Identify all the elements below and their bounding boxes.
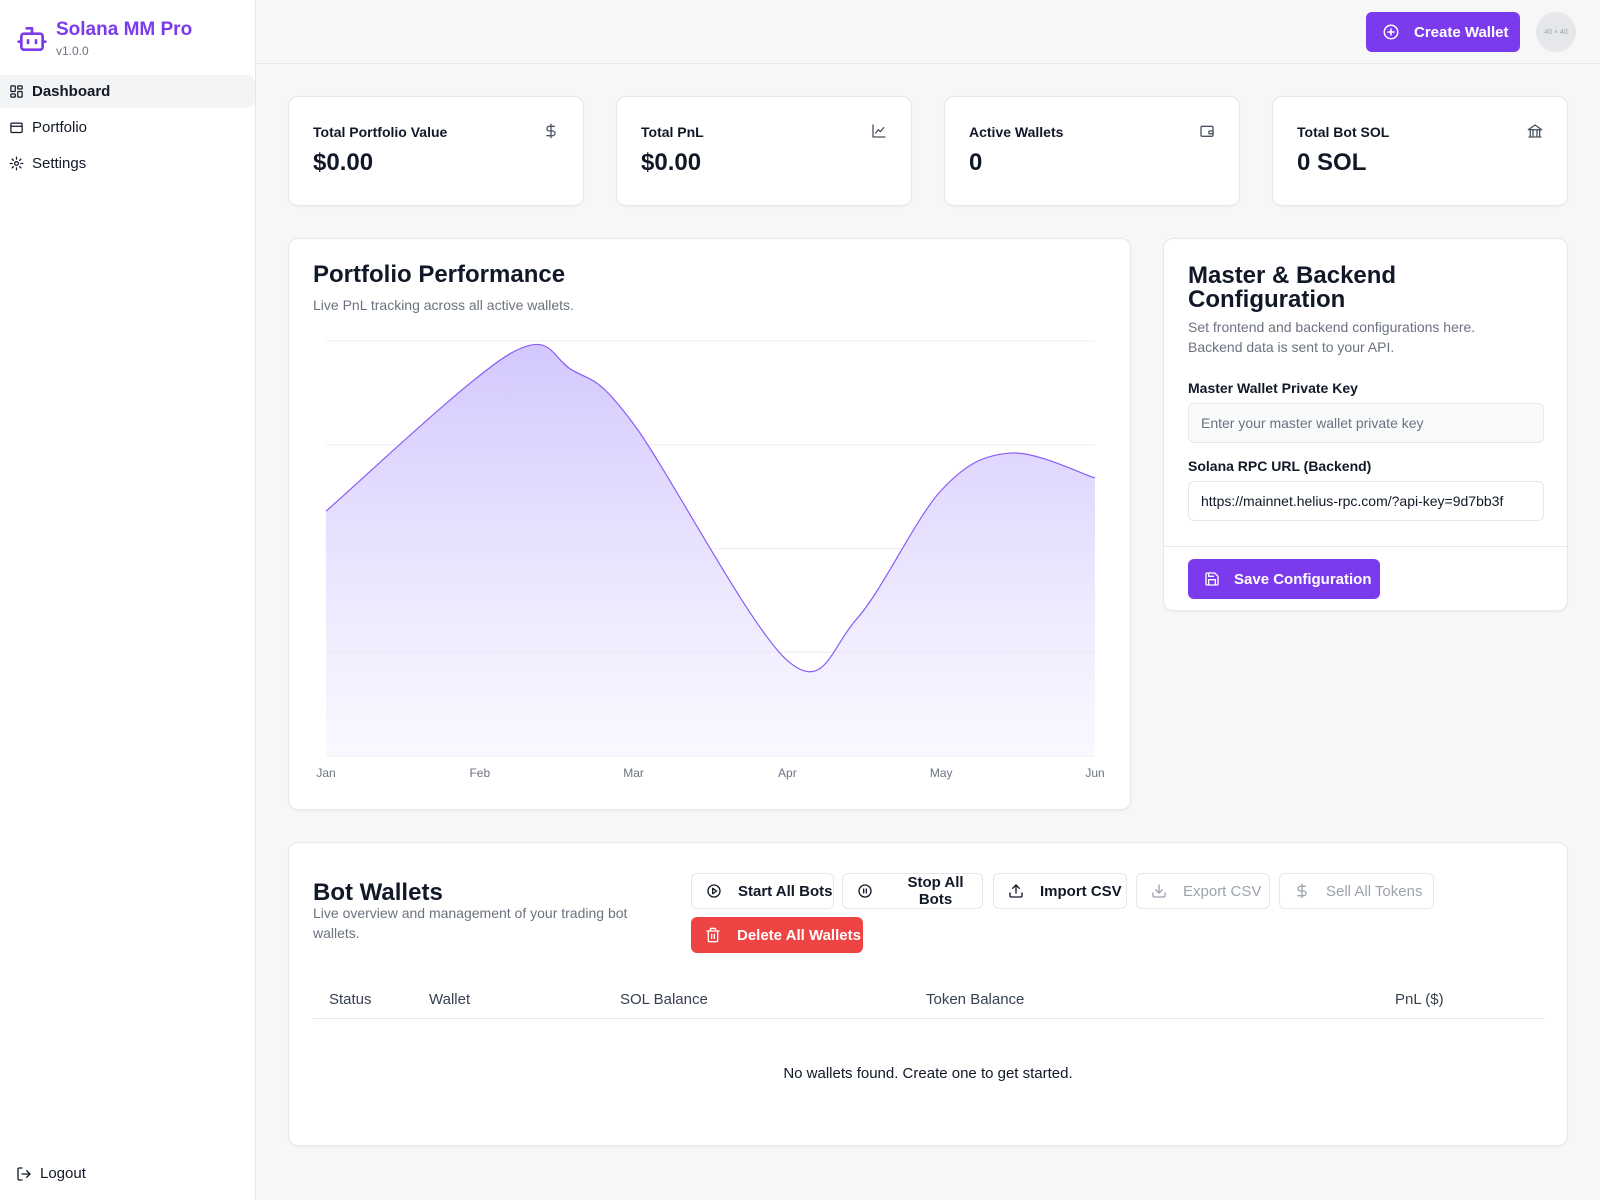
stat-card-total-pnl: Total PnL $0.00 bbox=[616, 96, 912, 206]
stat-value: $0.00 bbox=[313, 149, 374, 176]
config-subtitle: Set frontend and backend configurations … bbox=[1188, 319, 1476, 355]
sell-all-tokens-label: Sell All Tokens bbox=[1326, 882, 1423, 900]
avatar[interactable]: 40 × 40 bbox=[1536, 12, 1576, 52]
sidebar-nav: Dashboard Portfolio Settings bbox=[0, 75, 256, 183]
x-tick-label: Mar bbox=[623, 766, 644, 780]
create-wallet-label: Create Wallet bbox=[1414, 23, 1509, 41]
start-all-bots-button[interactable]: Start All Bots bbox=[691, 873, 834, 909]
logout-icon bbox=[16, 1166, 32, 1182]
config-divider bbox=[1164, 546, 1567, 547]
x-tick-label: Apr bbox=[778, 766, 797, 780]
stat-title: Total Bot SOL bbox=[1297, 124, 1390, 140]
portfolio-performance-card: Portfolio Performance Live PnL tracking … bbox=[288, 238, 1131, 810]
import-csv-label: Import CSV bbox=[1040, 882, 1122, 900]
play-circle-icon bbox=[706, 883, 722, 899]
logout-button[interactable]: Logout bbox=[16, 1165, 86, 1182]
import-csv-button[interactable]: Import CSV bbox=[993, 873, 1127, 909]
stop-all-bots-button[interactable]: Stop All Bots bbox=[842, 873, 983, 909]
line-chart-icon bbox=[871, 123, 887, 139]
dollar-icon bbox=[543, 123, 559, 139]
x-tick-label: Feb bbox=[469, 766, 490, 780]
column-header-token-balance: Token Balance bbox=[926, 991, 1025, 1008]
stat-card-active-wallets: Active Wallets 0 bbox=[944, 96, 1240, 206]
export-csv-button[interactable]: Export CSV bbox=[1136, 873, 1270, 909]
wallets-subtitle: Live overview and management of your tra… bbox=[313, 905, 628, 941]
pause-circle-icon bbox=[857, 883, 873, 899]
x-tick-label: Jan bbox=[316, 766, 335, 780]
export-csv-label: Export CSV bbox=[1183, 882, 1262, 900]
start-all-bots-label: Start All Bots bbox=[738, 882, 833, 900]
config-card: Master & Backend Configuration Set front… bbox=[1163, 238, 1568, 611]
sidebar-item-label: Settings bbox=[32, 155, 87, 172]
delete-all-wallets-button[interactable]: Delete All Wallets bbox=[691, 917, 863, 953]
sidebar-item-portfolio[interactable]: Portfolio bbox=[0, 111, 255, 144]
stat-title: Total PnL bbox=[641, 124, 704, 140]
column-header-status: Status bbox=[329, 991, 372, 1008]
chart-subtitle: Live PnL tracking across all active wall… bbox=[313, 297, 574, 313]
trash-icon bbox=[705, 927, 721, 943]
sidebar-item-settings[interactable]: Settings bbox=[0, 147, 255, 180]
sidebar-item-label: Dashboard bbox=[32, 83, 111, 100]
x-tick-label: May bbox=[930, 766, 953, 780]
x-tick-label: Jun bbox=[1085, 766, 1104, 780]
stop-all-bots-label: Stop All Bots bbox=[907, 874, 964, 908]
save-icon bbox=[1204, 571, 1220, 587]
app-version: v1.0.0 bbox=[56, 44, 89, 58]
bot-icon bbox=[16, 23, 48, 55]
stat-title: Active Wallets bbox=[969, 124, 1064, 140]
sidebar-item-label: Portfolio bbox=[32, 119, 88, 136]
logout-label: Logout bbox=[40, 1165, 86, 1182]
sidebar-item-dashboard[interactable]: Dashboard bbox=[0, 75, 255, 108]
avatar-placeholder-text: 40 × 40 bbox=[1544, 28, 1568, 36]
stat-card-portfolio-value: Total Portfolio Value $0.00 bbox=[288, 96, 584, 206]
column-header-sol-balance: SOL Balance bbox=[620, 991, 708, 1008]
stat-value: $0.00 bbox=[641, 149, 702, 176]
stat-value: 0 SOL bbox=[1297, 149, 1367, 176]
save-configuration-label: Save Configuration bbox=[1234, 570, 1372, 588]
save-configuration-button[interactable]: Save Configuration bbox=[1188, 559, 1380, 599]
rpc-url-label: Solana RPC URL (Backend) bbox=[1188, 458, 1372, 474]
private-key-label: Master Wallet Private Key bbox=[1188, 380, 1358, 396]
dollar-icon bbox=[1294, 883, 1310, 899]
stat-value: 0 bbox=[969, 149, 983, 176]
rpc-url-input[interactable] bbox=[1188, 481, 1544, 521]
private-key-input[interactable] bbox=[1188, 403, 1544, 443]
bot-wallets-card: Bot Wallets Live overview and management… bbox=[288, 842, 1568, 1146]
plus-circle-icon bbox=[1382, 23, 1400, 41]
app-name: Solana MM Pro bbox=[56, 19, 193, 40]
sell-all-tokens-button[interactable]: Sell All Tokens bbox=[1279, 873, 1434, 909]
stat-title: Total Portfolio Value bbox=[313, 124, 448, 140]
create-wallet-button[interactable]: Create Wallet bbox=[1366, 12, 1520, 52]
gear-icon bbox=[9, 156, 24, 171]
chart-area-fill bbox=[326, 344, 1095, 756]
wallets-table-header: Status Wallet SOL Balance Token Balance … bbox=[313, 991, 1545, 1019]
config-title: Master & Backend Configuration bbox=[1188, 262, 1397, 313]
empty-state-message: No wallets found. Create one to get star… bbox=[783, 1065, 1073, 1082]
performance-area-chart: Jan Feb Mar Apr May Jun bbox=[316, 340, 1105, 780]
delete-all-wallets-label: Delete All Wallets bbox=[737, 926, 861, 944]
download-icon bbox=[1151, 883, 1167, 899]
stat-card-total-bot-sol: Total Bot SOL 0 SOL bbox=[1272, 96, 1568, 206]
sidebar: Solana MM Pro v1.0.0 Dashboard Portfolio bbox=[0, 0, 256, 1200]
upload-icon bbox=[1008, 883, 1024, 899]
brand[interactable]: Solana MM Pro v1.0.0 bbox=[16, 18, 192, 58]
grid-icon bbox=[9, 84, 24, 99]
wallet-icon bbox=[9, 120, 24, 135]
column-header-wallet: Wallet bbox=[429, 991, 471, 1008]
chart-title: Portfolio Performance bbox=[313, 261, 566, 288]
wallet-icon bbox=[1199, 123, 1215, 139]
column-header-pnl: PnL ($) bbox=[1395, 991, 1444, 1008]
bank-icon bbox=[1527, 123, 1543, 139]
chart-series-line bbox=[325, 343, 1096, 673]
wallets-title: Bot Wallets bbox=[313, 879, 443, 906]
